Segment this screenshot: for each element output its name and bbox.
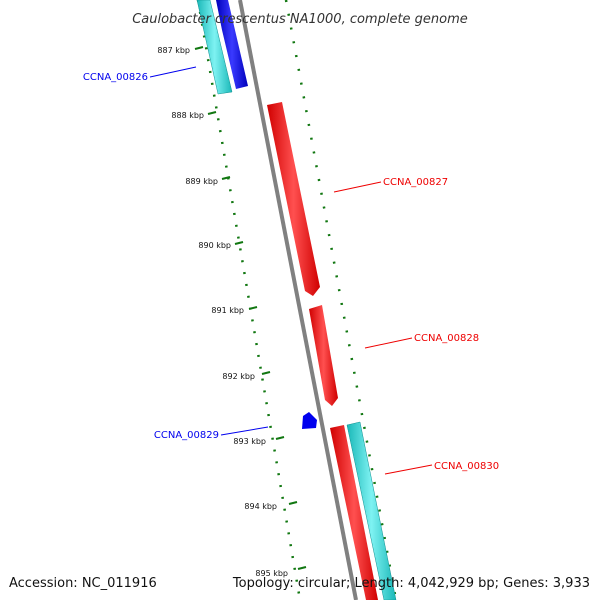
gc-track-outer — [284, 0, 398, 600]
scale-ticks — [194, 46, 307, 570]
tick-label-891: 891 kbp — [211, 306, 244, 315]
gene-label-ccna-00826[interactable]: CCNA_00826 — [83, 72, 148, 83]
map-title: Caulobacter crescentus NA1000, complete … — [132, 12, 468, 27]
gene-arrow-ccna-00829[interactable] — [302, 412, 317, 429]
tick-label-895: 895 kbp — [255, 569, 288, 578]
gene-arrow-ccna-00827[interactable] — [267, 102, 320, 296]
tick-label-893: 893 kbp — [233, 437, 266, 446]
leader-line-ccna-00829 — [220, 426, 269, 436]
genome-backbone — [238, 0, 358, 600]
tick-label-890: 890 kbp — [198, 241, 231, 250]
tick-label-892: 892 kbp — [222, 372, 255, 381]
leader-line-ccna-00828 — [364, 337, 413, 349]
genome-summary-text: Topology: circular; Length: 4,042,929 bp… — [232, 576, 590, 591]
tick-label-887: 887 kbp — [157, 46, 190, 55]
gene-arrow-ccna-00828[interactable] — [309, 305, 338, 406]
tick-label-889: 889 kbp — [185, 177, 218, 186]
tick-label-888: 888 kbp — [171, 111, 204, 120]
leader-line-ccna-00830 — [384, 464, 433, 475]
scale-tick-labels: 887 kbp 888 kbp 889 kbp 890 kbp 891 kbp … — [157, 46, 288, 578]
gene-labels: CCNA_00826 CCNA_00827 CCNA_00828 CCNA_00… — [83, 66, 499, 475]
gene-arrow-ccna-00830[interactable] — [330, 425, 378, 600]
leader-line-ccna-00826 — [149, 66, 197, 78]
gene-arrow-ccna-00826[interactable] — [216, 0, 248, 89]
cds-track-feature-top[interactable] — [196, 0, 233, 95]
gene-label-ccna-00830[interactable]: CCNA_00830 — [434, 461, 499, 472]
gene-label-ccna-00829[interactable]: CCNA_00829 — [154, 430, 219, 441]
tick-label-894: 894 kbp — [244, 502, 277, 511]
leader-line-ccna-00827 — [333, 181, 382, 193]
gene-label-ccna-00827[interactable]: CCNA_00827 — [383, 177, 448, 188]
accession-text: Accession: NC_011916 — [9, 576, 157, 591]
cds-track-feature-bottom[interactable] — [346, 421, 397, 600]
gene-label-ccna-00828[interactable]: CCNA_00828 — [414, 333, 479, 344]
